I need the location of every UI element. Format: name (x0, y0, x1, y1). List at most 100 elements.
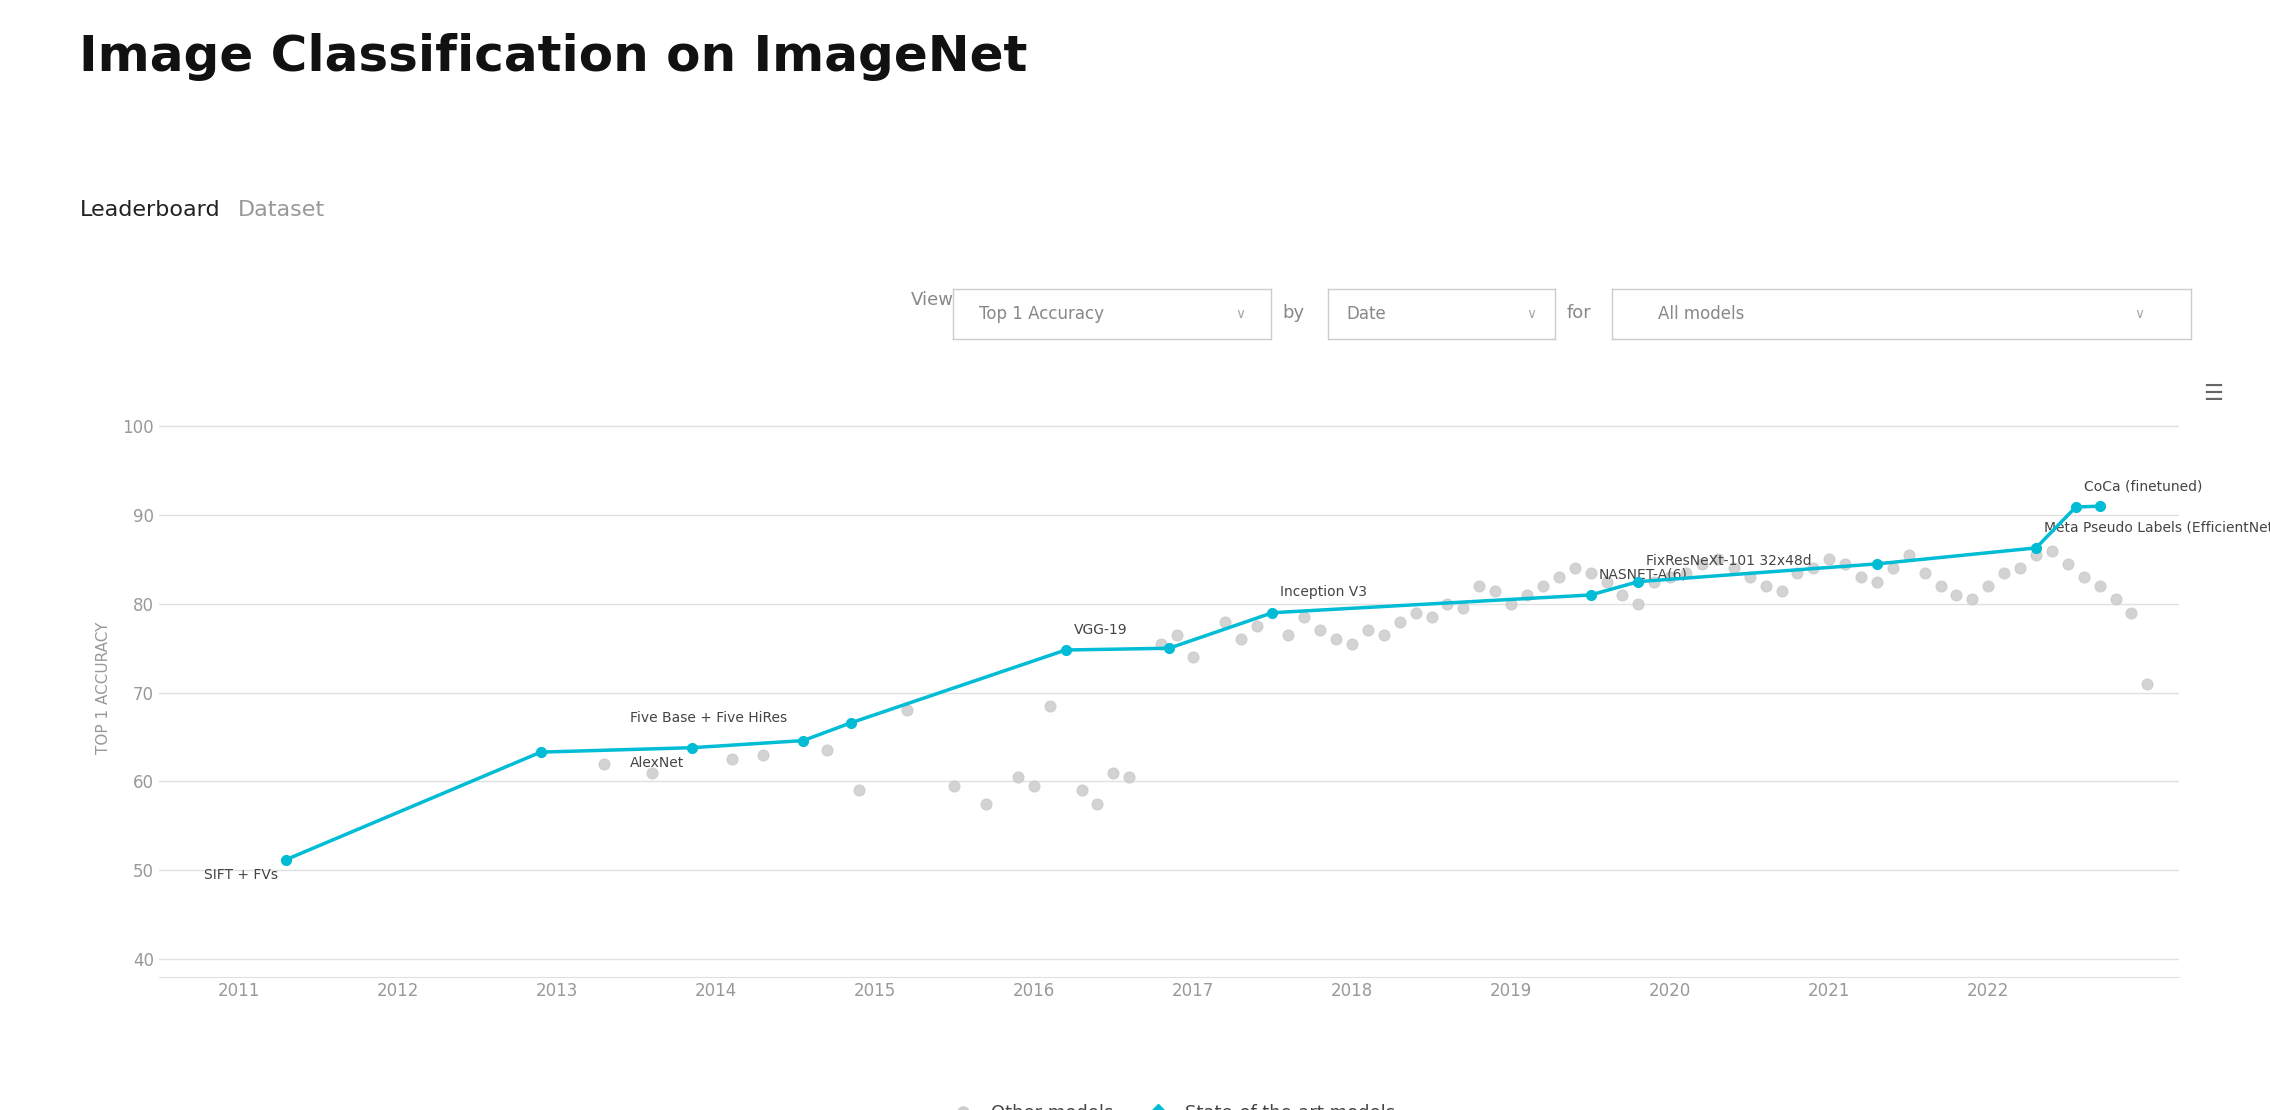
Point (999, 768, 1035, 786)
Text: View: View (910, 291, 953, 309)
Point (840, 781, 876, 799)
Point (713, 750, 749, 768)
Point (1939, 586, 1975, 604)
Point (1062, 781, 1099, 799)
Point (1335, 635, 1371, 653)
Text: All models: All models (1657, 304, 1743, 323)
Point (1907, 564, 1943, 582)
Point (1224, 630, 1260, 648)
Point (1031, 697, 1067, 715)
Point (1748, 577, 1784, 595)
Point (1160, 626, 1196, 644)
Point (2066, 568, 2102, 586)
Text: ∨: ∨ (2134, 306, 2145, 321)
Point (2018, 546, 2054, 564)
Point (1573, 564, 1609, 582)
Point (2034, 542, 2070, 559)
Point (1319, 630, 1355, 648)
Point (1015, 777, 1051, 795)
Point (1954, 591, 1991, 608)
Text: ∨: ∨ (1528, 306, 1537, 321)
Point (1094, 764, 1130, 781)
Text: Date: Date (1346, 304, 1387, 323)
Text: Inception V3: Inception V3 (1280, 585, 1367, 599)
Point (1923, 577, 1959, 595)
Point (745, 746, 781, 764)
Point (1446, 599, 1482, 617)
Text: VGG-19: VGG-19 (1074, 623, 1128, 637)
Text: Five Base + Five HiRes: Five Base + Five HiRes (631, 710, 788, 725)
Point (1859, 573, 1895, 591)
Point (1430, 595, 1466, 613)
Text: NASNET-A(6): NASNET-A(6) (1598, 567, 1687, 582)
Point (1637, 573, 1673, 591)
Point (935, 777, 972, 795)
Point (1367, 626, 1403, 644)
Point (1986, 564, 2023, 582)
Point (1780, 564, 1816, 582)
Point (888, 702, 924, 719)
Point (1684, 555, 1721, 573)
Point (1287, 608, 1323, 626)
Point (1589, 573, 1625, 591)
Text: ∨: ∨ (1235, 306, 1246, 321)
Point (1970, 577, 2007, 595)
Point (1716, 559, 1752, 577)
Point (2097, 591, 2134, 608)
Point (1827, 555, 1864, 573)
Text: Leaderboard: Leaderboard (79, 200, 220, 220)
Point (1668, 564, 1705, 582)
Point (586, 755, 622, 773)
Text: AlexNet: AlexNet (629, 756, 683, 770)
Point (1557, 559, 1594, 577)
Point (808, 741, 844, 759)
Text: for: for (1566, 304, 1591, 322)
Point (1303, 622, 1339, 639)
Point (2002, 559, 2038, 577)
Point (2050, 555, 2086, 573)
Point (633, 764, 670, 781)
Text: FixResNeXt-101 32x48d: FixResNeXt-101 32x48d (1646, 554, 1811, 568)
Point (1176, 648, 1212, 666)
Point (1414, 608, 1451, 626)
Point (1351, 622, 1387, 639)
Point (1110, 768, 1146, 786)
Point (1875, 559, 1911, 577)
Text: Image Classification on ImageNet: Image Classification on ImageNet (79, 33, 1028, 81)
Point (1239, 617, 1276, 635)
Point (1078, 795, 1115, 813)
Point (1478, 582, 1514, 599)
Point (1621, 595, 1657, 613)
Point (1843, 568, 1880, 586)
Point (1653, 568, 1689, 586)
Point (1510, 586, 1546, 604)
Text: CoCa (finetuned): CoCa (finetuned) (2084, 480, 2202, 494)
Point (1271, 626, 1308, 644)
Point (1142, 635, 1178, 653)
Point (1891, 546, 1927, 564)
Point (1764, 582, 1800, 599)
Legend: Other models, State-of-the-art models: Other models, State-of-the-art models (938, 1097, 1403, 1110)
Point (1732, 568, 1768, 586)
Point (2113, 604, 2150, 622)
Text: Dataset: Dataset (238, 200, 325, 220)
Point (1811, 551, 1848, 568)
Point (1398, 604, 1435, 622)
Point (967, 795, 1003, 813)
Point (2082, 577, 2118, 595)
Point (1208, 613, 1244, 630)
Point (1700, 551, 1737, 568)
Text: Top 1 Accuracy: Top 1 Accuracy (978, 304, 1103, 323)
Point (1462, 577, 1498, 595)
Text: by: by (1283, 304, 1305, 322)
Point (1494, 595, 1530, 613)
Text: Meta Pseudo Labels (EfficientNet-L2): Meta Pseudo Labels (EfficientNet-L2) (2043, 521, 2270, 535)
Y-axis label: TOP 1 ACCURACY: TOP 1 ACCURACY (95, 622, 111, 755)
Text: SIFT + FVs: SIFT + FVs (204, 868, 279, 881)
Point (1605, 586, 1641, 604)
Point (2129, 675, 2166, 693)
Point (1796, 559, 1832, 577)
Point (1541, 568, 1578, 586)
Point (1382, 613, 1419, 630)
Text: ☰: ☰ (2204, 384, 2222, 404)
